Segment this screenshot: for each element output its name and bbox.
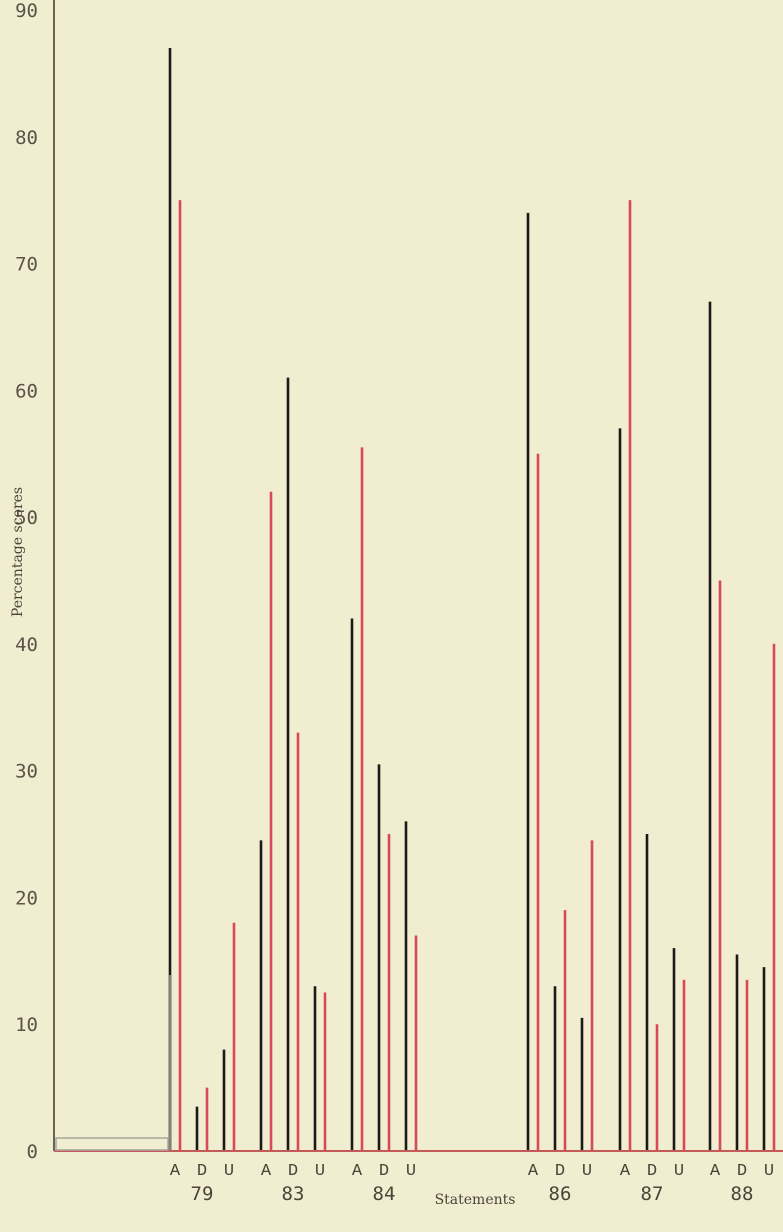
x-tick-label: D (555, 1162, 565, 1181)
x-tick-label: U (764, 1162, 774, 1181)
y-tick-label: 70 (15, 254, 38, 276)
y-tick-label: 10 (15, 1014, 38, 1036)
y-tick-label: 0 (27, 1141, 38, 1163)
y-tick-label: 40 (15, 634, 38, 656)
x-tick-label: A (620, 1162, 631, 1181)
y-axis: 0 10 20 30 40 50 60 70 80 90 (15, 0, 55, 1163)
bars (168, 48, 776, 1151)
y-tick-label: 90 (15, 0, 38, 22)
x-tick-label: D (379, 1162, 389, 1181)
statement-label: 88 (731, 1183, 754, 1205)
x-tick-label: U (315, 1162, 325, 1181)
x-tick-label: U (674, 1162, 684, 1181)
x-tick-label: D (288, 1162, 298, 1181)
x-tick-label: A (352, 1162, 363, 1181)
y-axis-title: Percentage scores (10, 487, 26, 617)
x-tick-label: A (170, 1162, 181, 1181)
x-axis-title: Statements (435, 1192, 516, 1208)
statement-label: 79 (191, 1183, 214, 1205)
x-tick-label: U (582, 1162, 592, 1181)
statement-label: 87 (641, 1183, 664, 1205)
statement-label: 84 (373, 1183, 396, 1205)
x-tick-label: A (710, 1162, 721, 1181)
x-tick-label: U (406, 1162, 416, 1181)
y-tick-label: 60 (15, 380, 38, 402)
x-tick-label: A (261, 1162, 272, 1181)
y-tick-label: 30 (15, 761, 38, 783)
y-tick-label: 50 (15, 507, 38, 529)
x-tick-label: A (528, 1162, 539, 1181)
statement-label: 83 (282, 1183, 305, 1205)
y-tick-label: 80 (15, 127, 38, 149)
statement-label: 86 (549, 1183, 572, 1205)
x-tick-label: U (224, 1162, 234, 1181)
x-tick-label: D (737, 1162, 747, 1181)
x-tick-label: D (197, 1162, 207, 1181)
x-tick-label: D (647, 1162, 657, 1181)
y-tick-label: 20 (15, 887, 38, 909)
corner-box (55, 1137, 169, 1151)
